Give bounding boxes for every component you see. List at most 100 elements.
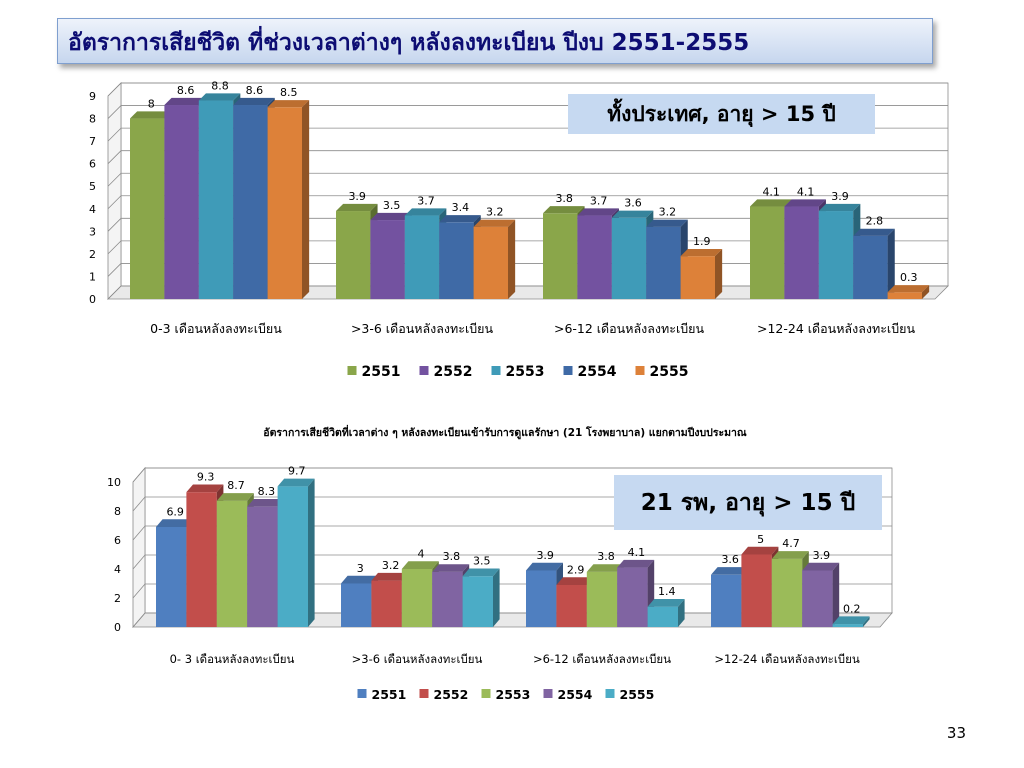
chart2-bar-top [277, 478, 315, 487]
chart2-data-label: 4.1 [628, 546, 646, 559]
chart2-bar-front [156, 526, 187, 627]
chart1-bar-top [233, 97, 275, 106]
chart2-bar-top [741, 546, 779, 555]
chart2-bar-front [186, 492, 217, 627]
chart2-bar-top [156, 519, 193, 527]
chart1-bar-front [646, 226, 681, 299]
chart1-bar-top [404, 208, 447, 216]
chart1-bar-front [577, 215, 612, 299]
chart2-data-label: 3.2 [382, 559, 400, 572]
chart2-bar-front [617, 567, 648, 627]
chart1-bar-side [508, 219, 516, 299]
chart1-gridline [107, 217, 948, 232]
chart1-data-label: 4.1 [762, 185, 780, 198]
chart2-y-tick-label: 2 [114, 592, 121, 605]
chart2-bar-front [341, 583, 372, 627]
chart1-legend-label: 2553 [506, 364, 545, 380]
chart2-legend-label: 2553 [496, 687, 531, 702]
chart1-bar-top [818, 203, 861, 212]
chart2-bar-front [771, 558, 803, 627]
chart1-data-label: 2.8 [866, 215, 884, 228]
chart2-bar-front [711, 574, 742, 627]
chart1-bar-front [543, 213, 578, 299]
chart1-bar-top [267, 100, 310, 108]
chart1-bar-top [646, 219, 688, 227]
chart1-bar-front [853, 235, 888, 299]
chart1-category-label: >6-12 เดือนหลังลงทะเบียน [554, 321, 705, 336]
chart2-bar-front [247, 506, 278, 627]
chart2-y-tick-label: 10 [107, 476, 121, 489]
chart1-legend-swatch [347, 366, 357, 375]
chart2-bar-side [308, 478, 315, 627]
chart1-data-label: 4.1 [797, 185, 815, 198]
chart2-bar-top [247, 498, 285, 507]
chart1-data-label: 8.6 [246, 84, 264, 97]
chart1-bar-front [198, 100, 234, 299]
chart1-data-label: 3.8 [555, 192, 573, 205]
chart2-data-label: 0.2 [843, 602, 861, 615]
chart1-bar-top [336, 203, 378, 212]
chart2-data-label: 3.6 [721, 553, 739, 566]
chart1-gridline [107, 150, 948, 164]
chart1-scope-label: ทั้งประเทศ, อายุ > 15 ปี [568, 94, 875, 134]
chart1-data-label: 3.9 [348, 190, 366, 203]
chart1-data-label: 0.3 [900, 271, 918, 284]
chart1-y-tick-label: 4 [89, 203, 96, 216]
chart2-data-label: 2.9 [567, 563, 585, 576]
chart1-data-label: 8.5 [280, 86, 298, 99]
chart1-bar-side [715, 248, 723, 299]
chart1-gridline [107, 172, 948, 187]
chart1-bar-top [887, 285, 930, 293]
chart2-bar-top [401, 561, 439, 569]
chart1-data-label: 3.5 [383, 199, 401, 212]
chart2-bar-top [462, 568, 500, 577]
chart2-data-label: 9.7 [288, 465, 306, 478]
chart1-data-label: 3.4 [452, 201, 470, 214]
chart2-bar-front [647, 606, 678, 627]
chart2-data-label: 8.7 [227, 479, 245, 492]
chart1-bar-front [370, 220, 405, 299]
chart1-bar-top [853, 228, 895, 236]
chart1-category-label: 0-3 เดือนหลังลงทะเบียน [150, 321, 282, 336]
chart1-data-label: 3.2 [486, 206, 504, 219]
chart2-data-label: 3.9 [536, 549, 554, 562]
chart1-bar-front [404, 215, 440, 299]
chart2-bar-front [462, 576, 493, 627]
chart1-bar-side [887, 228, 895, 299]
chart1-bar [680, 248, 723, 299]
chart1-data-label: 8.6 [177, 84, 195, 97]
chart2-legend-swatch [419, 689, 429, 698]
chart2-bar-top [216, 493, 254, 501]
chart2-gridline [132, 467, 892, 483]
chart1-gridline [107, 195, 948, 210]
chart2-bar-front [277, 486, 308, 627]
chart2-y-tick-label: 6 [114, 534, 121, 547]
chart1-bar-front [439, 222, 474, 299]
chart2-bar [647, 599, 685, 627]
chart1-bar-front [267, 107, 302, 300]
chart1-bar-front [680, 256, 715, 299]
chart1-y-tick-label: 1 [89, 270, 96, 283]
chart2-legend-label: 2555 [620, 687, 655, 702]
chart2-y-tick-label: 0 [114, 621, 121, 634]
chart2-bar-front [432, 571, 463, 627]
chart2-bar-side [863, 616, 870, 627]
chart1-bar-top [577, 208, 619, 216]
chart1-legend-label: 2552 [434, 364, 473, 380]
chart1-legend-label: 2551 [362, 364, 401, 380]
page-number: 33 [946, 724, 966, 742]
chart2-category-label: 0- 3 เดือนหลังลงทะเบียน [170, 652, 295, 666]
chart1-bar-top [370, 212, 412, 221]
chart2-bar-front [832, 624, 863, 627]
chart1-bar-top [473, 219, 516, 227]
chart2-bar-top [371, 572, 409, 581]
chart2-bar-top [617, 559, 655, 568]
chart1-bar-side [922, 285, 930, 299]
chart1-bar-front [750, 206, 785, 299]
chart1-data-label: 3.7 [590, 194, 608, 207]
chart2-bar-top [341, 575, 378, 584]
chart2-legend-swatch [605, 689, 615, 698]
chart2-bar [802, 562, 840, 627]
chart1-bar [853, 228, 895, 299]
chart2-data-label: 4 [418, 547, 425, 560]
